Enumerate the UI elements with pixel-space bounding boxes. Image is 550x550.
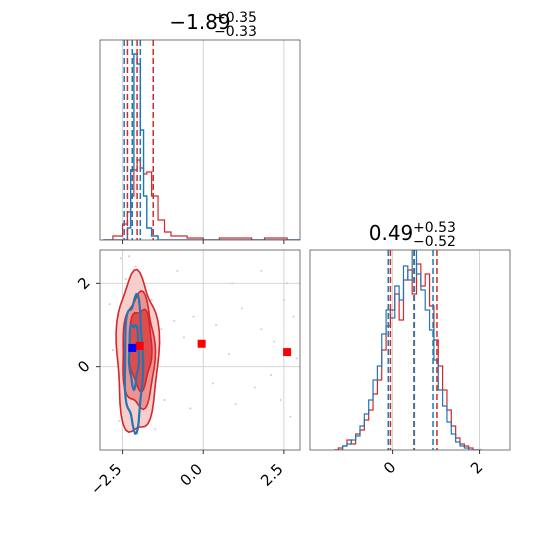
joint-scatter-point	[182, 336, 185, 339]
joint-x-tick-label: −2.5	[87, 460, 125, 498]
hist2-frame	[309, 249, 511, 451]
joint-scatter-point	[124, 278, 127, 281]
hist1-title-minus: −0.33	[214, 24, 257, 40]
joint-y-tick-label: 0	[74, 357, 93, 376]
joint-scatter-point	[163, 398, 166, 402]
hist2-blue-series	[333, 250, 482, 450]
joint-scatter-point	[127, 255, 131, 258]
joint-scatter-point	[189, 407, 192, 410]
joint-x-tick-label: 0.0	[176, 460, 206, 490]
joint-y-tick-label: 2	[74, 274, 93, 293]
joint-y-ticks: 02	[74, 274, 100, 376]
joint-scatter-point	[118, 419, 121, 422]
hist1-quantile-lines	[123, 40, 154, 240]
hist1-grid	[122, 40, 285, 240]
joint-scatter-point	[215, 323, 218, 327]
hist2-title-plus: +0.53	[413, 220, 456, 236]
joint-scatter-point	[260, 328, 263, 331]
joint-scatter-point	[269, 373, 273, 377]
hist2-title-minus: −0.52	[413, 234, 456, 250]
joint-scatter-point	[240, 307, 244, 310]
joint-scatter-point	[273, 340, 276, 343]
joint-scatter-point	[119, 257, 123, 260]
joint-scatter-point	[176, 269, 179, 272]
joint-scatter-point	[227, 353, 231, 356]
joint-red-marker	[197, 339, 206, 348]
joint-scatter-points	[108, 255, 298, 431]
hist2-red-series	[333, 263, 482, 450]
hist2-title: 0.49	[369, 221, 414, 245]
hist2-tick-label: 0	[380, 458, 399, 477]
joint-blue-contour	[127, 323, 141, 392]
hist2-grid	[392, 250, 481, 450]
joint-scatter-point	[292, 315, 295, 318]
joint-scatter-point	[282, 298, 285, 302]
joint-scatter-point	[173, 319, 176, 322]
hist1-title-plus: +0.35	[214, 10, 257, 26]
hist2-tick-label: 2	[467, 458, 486, 477]
joint-scatter-point	[192, 315, 195, 318]
joint-panel: −2.5 0.0 2.5 02	[74, 249, 301, 499]
joint-scatter-point	[153, 428, 156, 431]
hist1-ticks	[122, 240, 285, 244]
hist1-title-median: −1.89	[169, 10, 230, 34]
joint-x-tick-label: 2.5	[257, 460, 287, 490]
joint-markers	[128, 339, 292, 357]
hist-panel-param1: −1.89 +0.35 −0.33	[99, 10, 301, 244]
hist1-blue-series	[103, 53, 300, 240]
hist1-frame	[99, 39, 301, 241]
hist2-quantile-lines	[387, 250, 438, 450]
joint-scatter-point	[260, 269, 263, 272]
joint-scatter-point	[295, 357, 298, 360]
joint-scatter-point	[289, 415, 292, 418]
joint-scatter-point	[111, 348, 115, 352]
joint-blue-marker	[128, 343, 137, 352]
joint-scatter-point	[279, 398, 282, 402]
joint-scatter-point	[211, 382, 215, 385]
joint-scatter-point	[108, 303, 111, 306]
joint-x-ticks: −2.5 0.0 2.5	[87, 450, 287, 499]
joint-scatter-point	[234, 403, 237, 406]
hist1-title: −1.89	[169, 10, 230, 34]
joint-frame	[99, 249, 301, 451]
joint-scatter-point	[160, 328, 163, 331]
joint-scatter-point	[134, 265, 137, 268]
joint-red-marker	[135, 341, 144, 350]
hist2-title-median: 0.49	[369, 221, 414, 245]
joint-blue-contours	[123, 292, 145, 436]
joint-blue-contour	[123, 292, 145, 436]
joint-scatter-point	[150, 298, 153, 302]
joint-scatter-point	[253, 386, 256, 389]
joint-red-marker	[283, 348, 292, 357]
joint-scatter-point	[285, 282, 289, 285]
joint-scatter-point	[231, 282, 234, 285]
